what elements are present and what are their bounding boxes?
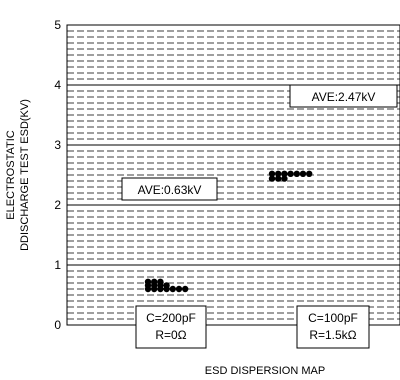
data-point	[169, 285, 176, 293]
y-tick-label: 5	[54, 18, 61, 32]
data-point	[151, 285, 158, 293]
y-tick-label: 3	[54, 138, 61, 152]
data-point	[275, 170, 282, 177]
data-point	[293, 170, 300, 177]
category-labels: C=200pF R=0Ω C=100pF R=1.5kΩ	[135, 305, 370, 349]
x-axis-label: ESD DISPERSION MAP	[205, 365, 325, 377]
category-label-box	[296, 305, 370, 349]
data-points	[144, 170, 313, 293]
y-tick-label: 0	[54, 318, 61, 332]
data-point	[144, 285, 152, 293]
average-annotation: AVE:0.63kV	[138, 183, 202, 197]
category-label-line: C=100pF	[308, 311, 358, 325]
data-point	[268, 170, 276, 177]
data-point	[268, 175, 276, 182]
y-tick-labels: 0 1 2 3 4 5	[54, 18, 61, 332]
category-label-box	[135, 305, 207, 349]
average-annotation: AVE:2.47kV	[312, 90, 376, 104]
data-point	[299, 170, 307, 177]
data-point	[306, 170, 313, 177]
y-tick-label: 1	[54, 258, 61, 272]
grid-layer	[67, 30, 400, 320]
annotations: AVE:0.63kV AVE:2.47kV	[121, 84, 398, 201]
average-annotation-box	[121, 177, 218, 201]
data-point	[287, 170, 294, 177]
data-point	[281, 175, 288, 182]
data-point	[281, 170, 288, 177]
average-annotation-box	[289, 84, 398, 108]
category-label-line: R=1.5kΩ	[309, 328, 356, 342]
y-axis-label-line-1: ELECTROSTATIC	[5, 130, 17, 219]
y-axis-label-line-2: DDISCHARGE TEST ESD(KV)	[19, 99, 31, 251]
data-point	[163, 285, 170, 293]
plot-frame	[66, 24, 400, 326]
category-label-line: C=200pF	[146, 311, 196, 325]
y-tick-label: 4	[54, 78, 61, 92]
data-point	[157, 285, 164, 293]
data-point	[182, 285, 189, 293]
category-label-line: R=0Ω	[155, 328, 186, 342]
y-tick-label: 2	[54, 198, 61, 212]
data-point	[275, 175, 282, 182]
data-point	[175, 285, 183, 293]
